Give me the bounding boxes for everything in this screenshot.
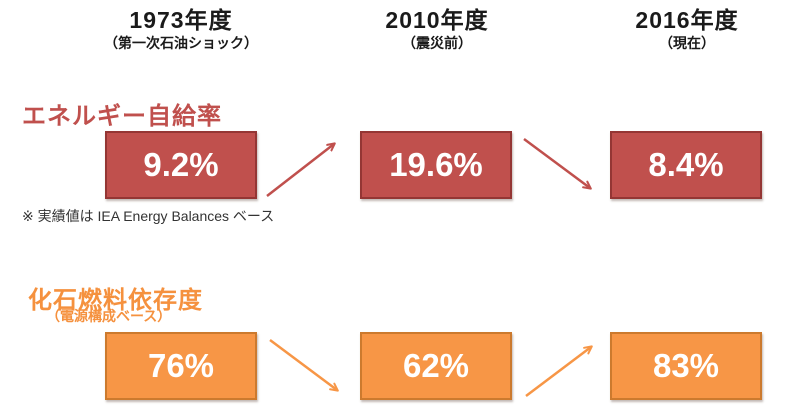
year-label: 2016年度 — [635, 7, 739, 33]
fossil-value-2016: 83% — [610, 332, 762, 400]
fossil-trend-up-arrow — [525, 345, 593, 397]
column-header-1973: 1973年度 （第一次石油ショック） — [61, 6, 301, 52]
fossil-trend-down-arrow — [269, 338, 339, 392]
iea-footnote: ※ 実績値は IEA Energy Balances ベース — [22, 208, 275, 224]
column-header-2016: 2016年度 （現在） — [567, 6, 800, 52]
energy-trend-up-arrow — [266, 142, 336, 197]
energy-trend-down-arrow — [523, 137, 592, 190]
fossil-fuel-dependency-subtitle: （電源構成ベース） — [46, 308, 172, 324]
energy-value-2010: 19.6% — [360, 131, 512, 199]
fossil-value-2010: 62% — [360, 332, 512, 400]
energy-self-sufficiency-title: エネルギー自給率 — [22, 103, 222, 130]
year-sublabel: （第一次石油ショック） — [104, 35, 258, 51]
energy-value-2016: 8.4% — [610, 131, 762, 199]
column-header-2010: 2010年度 （震災前） — [317, 6, 557, 52]
year-sublabel: （震災前） — [402, 35, 472, 51]
year-label: 1973年度 — [129, 7, 233, 33]
fossil-value-1973: 76% — [105, 332, 257, 400]
fossil-fuel-dependency-title: 化石燃料依存度 — [28, 287, 203, 314]
year-label: 2010年度 — [385, 7, 489, 33]
year-sublabel: （現在） — [659, 35, 715, 51]
energy-value-1973: 9.2% — [105, 131, 257, 199]
